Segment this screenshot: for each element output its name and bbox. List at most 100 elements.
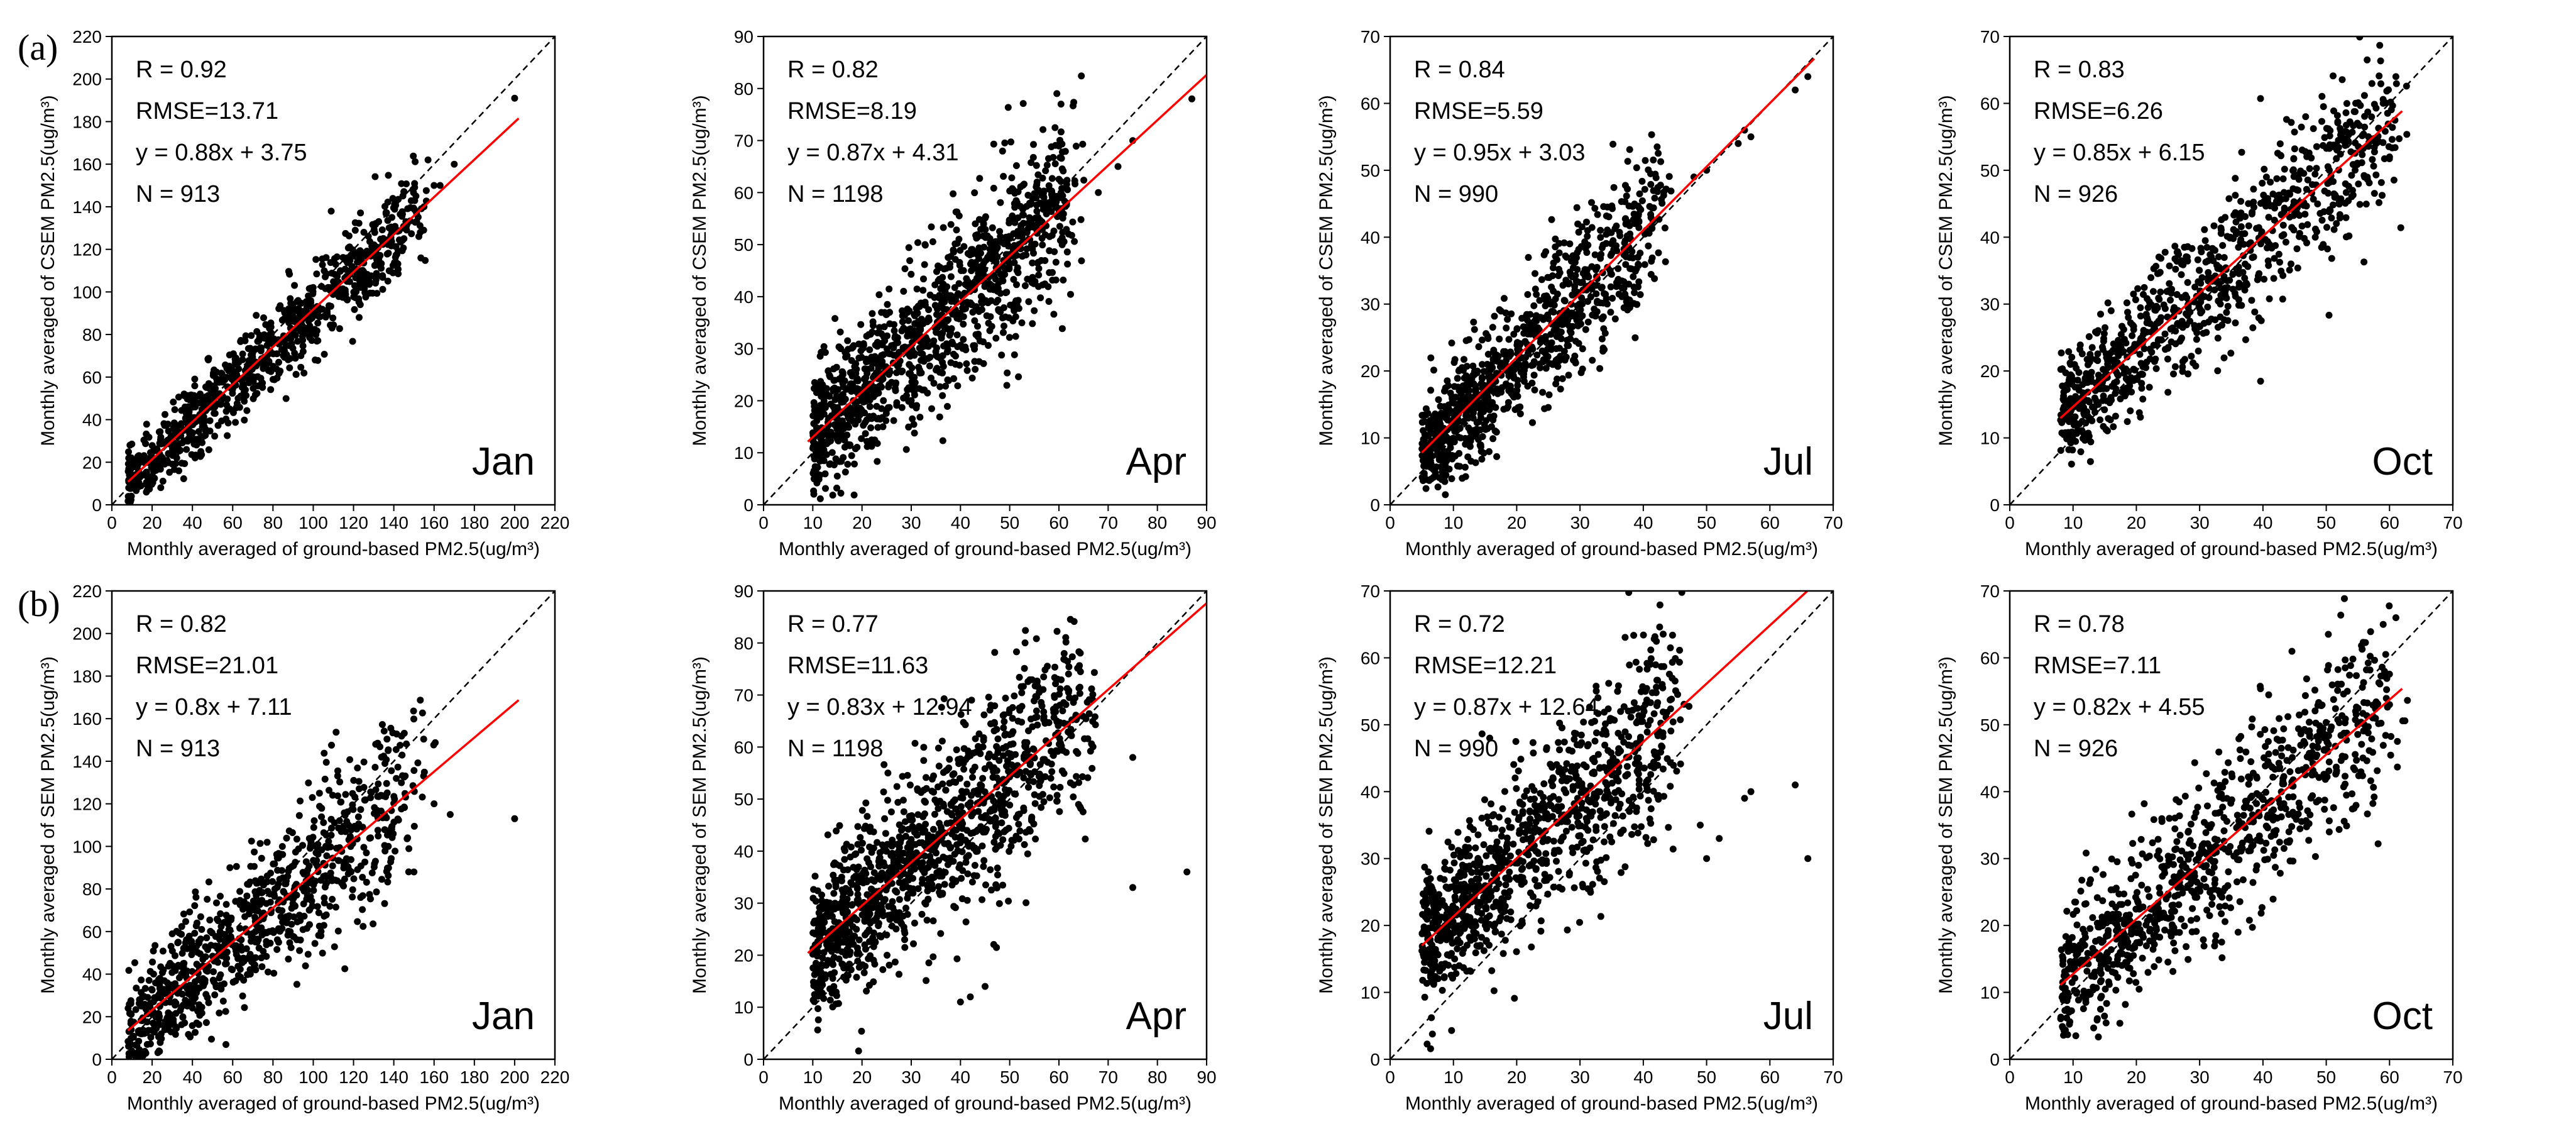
data-point <box>992 334 1000 342</box>
data-point <box>1422 476 1430 483</box>
data-point <box>2274 150 2281 157</box>
data-point <box>874 388 881 395</box>
data-point <box>997 290 1004 297</box>
data-point <box>1607 309 1614 316</box>
data-point <box>946 260 954 268</box>
data-point <box>270 969 278 977</box>
data-point <box>1505 336 1513 343</box>
data-point <box>972 220 979 228</box>
data-point <box>1479 405 1486 413</box>
data-point <box>2082 419 2090 427</box>
data-point <box>1648 131 1655 138</box>
x-tick-label: 30 <box>901 513 921 532</box>
data-point <box>159 969 166 976</box>
data-point <box>971 345 978 353</box>
data-point <box>2316 210 2324 217</box>
data-point <box>398 212 406 220</box>
stat-rmse: RMSE=6.26 <box>2034 98 2163 124</box>
data-point <box>2249 254 2256 262</box>
data-point <box>320 819 327 826</box>
data-point <box>267 323 275 331</box>
data-point <box>1039 126 1047 133</box>
data-point <box>293 835 300 843</box>
data-point <box>2232 218 2240 226</box>
data-point <box>327 832 335 839</box>
data-point <box>923 318 931 326</box>
data-point <box>936 383 944 390</box>
data-point <box>222 407 230 415</box>
data-point <box>2233 228 2240 235</box>
data-point <box>1461 356 1467 363</box>
x-axis-label: Monthly averaged of ground-based PM2.5(u… <box>779 539 1192 559</box>
data-point <box>2360 258 2368 266</box>
data-point <box>2223 309 2230 316</box>
data-point <box>260 314 267 321</box>
data-point <box>2086 373 2094 380</box>
data-point <box>955 280 963 287</box>
x-tick-label: 50 <box>1000 513 1019 532</box>
data-point <box>128 440 136 448</box>
data-point <box>2191 284 2199 291</box>
data-point <box>967 251 974 258</box>
data-point <box>1520 370 1528 378</box>
data-point <box>1488 414 1496 422</box>
data-point <box>403 180 410 187</box>
data-point <box>2306 165 2313 172</box>
data-point <box>230 368 238 376</box>
data-point <box>980 243 988 251</box>
data-point <box>226 864 234 871</box>
data-point <box>1496 306 1503 314</box>
data-point <box>924 336 931 344</box>
data-point <box>2281 207 2288 214</box>
data-point <box>1009 317 1017 324</box>
data-point <box>2121 392 2129 400</box>
data-point <box>1574 249 1581 256</box>
data-point <box>978 300 986 307</box>
data-point <box>383 780 390 787</box>
data-point <box>862 355 870 363</box>
data-point <box>1010 276 1017 283</box>
data-point <box>191 902 199 910</box>
data-point <box>2260 191 2267 199</box>
data-point <box>1648 254 1656 262</box>
data-point <box>403 835 411 842</box>
data-point <box>378 226 386 234</box>
data-point <box>1529 345 1537 353</box>
data-point <box>869 322 877 329</box>
data-point <box>357 253 364 261</box>
data-point <box>241 1004 248 1011</box>
data-point <box>1636 190 1643 197</box>
data-point <box>906 361 913 368</box>
data-point <box>1432 410 1439 417</box>
scatter-points <box>124 94 518 505</box>
data-point <box>1641 185 1648 193</box>
data-point <box>393 774 400 782</box>
data-point <box>2313 143 2320 150</box>
data-point <box>379 285 386 293</box>
data-point <box>1009 187 1016 195</box>
data-point <box>2110 423 2117 431</box>
data-point <box>2337 131 2344 139</box>
data-point <box>2290 226 2298 234</box>
data-point <box>1571 358 1579 365</box>
data-point <box>2138 385 2146 392</box>
data-point <box>2294 264 2301 272</box>
data-point <box>381 202 388 210</box>
data-point <box>1608 250 1616 257</box>
data-point <box>1658 199 1666 207</box>
data-point <box>305 863 313 869</box>
data-point <box>2310 196 2317 203</box>
data-point <box>818 348 825 356</box>
data-point <box>2288 119 2295 126</box>
data-point <box>2242 280 2250 287</box>
data-point <box>321 894 328 901</box>
y-tick-label: 0 <box>1370 495 1380 515</box>
data-point <box>146 478 153 485</box>
data-point <box>351 306 358 313</box>
data-point <box>322 831 330 839</box>
data-point <box>2250 185 2257 193</box>
data-point <box>1430 367 1437 374</box>
data-point <box>321 351 328 358</box>
data-point <box>1486 448 1493 455</box>
data-point <box>2156 270 2163 277</box>
